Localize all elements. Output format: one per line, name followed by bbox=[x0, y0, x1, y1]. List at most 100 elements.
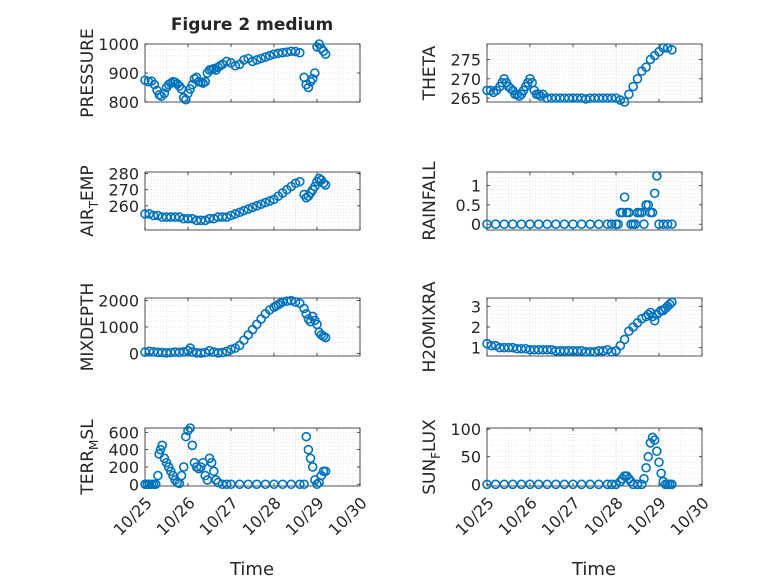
data-point bbox=[221, 56, 232, 67]
y-axis-label: MIXDEPTH bbox=[78, 283, 98, 372]
plot-area bbox=[145, 298, 360, 356]
data-point bbox=[662, 219, 673, 229]
data-point bbox=[204, 213, 215, 224]
data-point bbox=[647, 207, 658, 218]
data-point bbox=[667, 44, 677, 55]
data-point bbox=[256, 199, 266, 210]
data-point bbox=[658, 43, 669, 53]
y-axis-label: TERRMSL bbox=[78, 419, 101, 496]
data-point bbox=[153, 470, 163, 481]
data-point bbox=[217, 347, 228, 358]
data-point bbox=[185, 423, 195, 433]
data-point bbox=[191, 462, 202, 472]
data-point bbox=[312, 479, 322, 490]
data-point bbox=[221, 346, 232, 357]
subplot-rainfall: 00.51 RAINFALL bbox=[420, 161, 703, 241]
y-tick-label: 270 bbox=[108, 181, 139, 200]
data-point bbox=[183, 425, 193, 436]
data-point bbox=[181, 431, 191, 442]
data-point bbox=[320, 49, 331, 59]
data-point bbox=[649, 315, 660, 326]
subplot-h2omixra: 1 2 3 H2OMIXRA bbox=[420, 281, 703, 373]
x-axis-label-right: Time bbox=[571, 559, 616, 580]
data-point bbox=[230, 209, 241, 219]
data-point bbox=[652, 171, 662, 181]
data-point bbox=[667, 479, 677, 490]
data-point bbox=[294, 479, 305, 490]
y-axis-label: THETA bbox=[420, 45, 440, 101]
x-axis-label-left: Time bbox=[229, 559, 274, 580]
data-point bbox=[234, 207, 245, 218]
data-point bbox=[159, 88, 170, 99]
data-point bbox=[155, 444, 166, 455]
data-point bbox=[251, 55, 262, 65]
data-point bbox=[628, 81, 639, 92]
data-point bbox=[187, 440, 198, 451]
data-point bbox=[174, 212, 185, 222]
data-point bbox=[654, 457, 664, 468]
data-point bbox=[647, 432, 658, 443]
data-point bbox=[299, 303, 309, 314]
data-point bbox=[144, 209, 155, 219]
data-point bbox=[196, 215, 206, 226]
data-point bbox=[290, 46, 301, 57]
y-tick-label: 275 bbox=[450, 50, 481, 69]
data-point bbox=[256, 53, 266, 64]
y-tick-label: 900 bbox=[108, 64, 139, 83]
data-point bbox=[264, 196, 275, 206]
y-tick-label: 1 bbox=[471, 177, 481, 196]
data-point bbox=[211, 475, 221, 485]
y-tick-label: 2 bbox=[471, 318, 481, 337]
data-point bbox=[303, 82, 314, 93]
y-tick-label: 3 bbox=[471, 297, 481, 316]
y-tick-label: 50 bbox=[461, 448, 481, 467]
data-point bbox=[221, 212, 232, 222]
data-point bbox=[174, 347, 185, 358]
data-point bbox=[320, 332, 331, 343]
data-point bbox=[294, 47, 305, 58]
data-point bbox=[200, 215, 210, 226]
data-point bbox=[307, 462, 318, 472]
data-point bbox=[615, 340, 626, 351]
y-tick-label: 1000 bbox=[98, 318, 139, 337]
data-point bbox=[617, 207, 628, 218]
y-axis-label: AIRTEMP bbox=[78, 165, 101, 236]
data-point bbox=[239, 55, 249, 65]
data-point bbox=[150, 479, 161, 490]
data-point bbox=[213, 348, 223, 358]
data-point bbox=[206, 457, 217, 468]
data-point bbox=[226, 344, 236, 355]
y-axis-label: SUNFLUX bbox=[420, 419, 443, 495]
data-point bbox=[639, 474, 649, 484]
data-point bbox=[619, 334, 630, 345]
y-tick-label: 0 bbox=[129, 344, 139, 363]
data-point bbox=[187, 213, 198, 224]
data-point bbox=[667, 219, 677, 229]
y-tick-label: 0 bbox=[471, 215, 481, 234]
data-point bbox=[247, 56, 258, 67]
data-point bbox=[226, 210, 236, 221]
y-tick-label: 200 bbox=[108, 458, 139, 477]
data-point bbox=[269, 49, 279, 59]
data-point bbox=[320, 180, 331, 190]
data-point bbox=[482, 85, 492, 96]
y-tick-label: 265 bbox=[450, 89, 481, 108]
data-point bbox=[303, 444, 314, 455]
y-axis-label: PRESSURE bbox=[78, 28, 98, 117]
data-point bbox=[213, 477, 223, 488]
data-point bbox=[196, 348, 206, 358]
data-point bbox=[148, 210, 159, 221]
data-point bbox=[176, 470, 187, 481]
data-point bbox=[632, 74, 643, 84]
data-point bbox=[619, 192, 630, 202]
data-point bbox=[209, 466, 219, 477]
data-point bbox=[667, 297, 677, 307]
data-point bbox=[641, 62, 651, 72]
data-point bbox=[264, 50, 275, 61]
data-point bbox=[639, 219, 649, 229]
data-point bbox=[294, 176, 305, 187]
data-point bbox=[200, 76, 210, 87]
y-tick-label: 0 bbox=[471, 475, 481, 494]
